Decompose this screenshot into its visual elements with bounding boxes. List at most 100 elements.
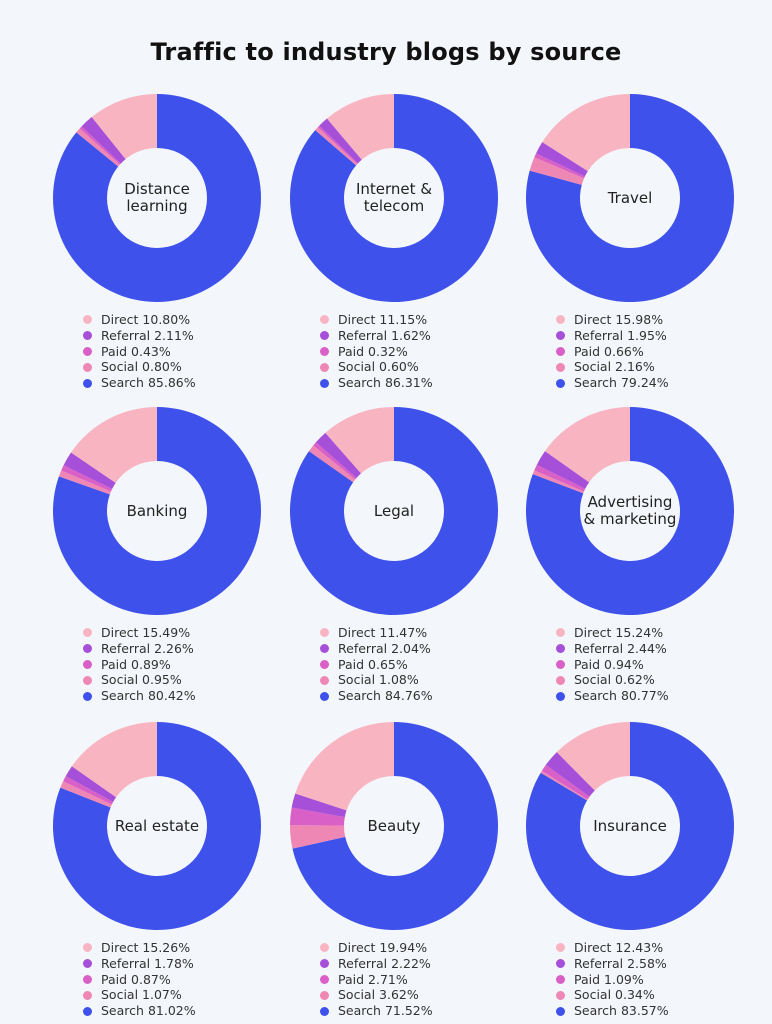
legend-value: 80.77%: [620, 688, 669, 704]
slice-search: [526, 94, 734, 302]
legend-category: Social: [574, 672, 612, 688]
legend-category: Search: [574, 375, 617, 391]
slice-social: [290, 825, 346, 849]
legend-item: Referral 1.62%: [320, 328, 512, 344]
legend-value: 0.65%: [368, 656, 408, 672]
legend-dot-icon: [83, 990, 92, 1000]
legend-dot-icon: [83, 644, 92, 654]
legend-item: Search 81.02%: [83, 1003, 275, 1019]
donut-chart: [52, 94, 262, 302]
legend-dot-icon: [83, 331, 92, 341]
legend-category: Referral: [338, 327, 388, 343]
slice-paid: [290, 807, 345, 826]
legend: Direct 11.15% Referral 1.62% Paid 0.32% Soc…: [320, 312, 512, 391]
slice-referral: [545, 752, 595, 797]
legend-category: Direct: [101, 625, 139, 640]
slice-social: [529, 157, 584, 185]
legend-category: Search: [338, 688, 381, 704]
legend-category: Search: [338, 375, 381, 391]
legend-category: Referral: [101, 955, 151, 971]
legend-value: 0.89%: [131, 656, 171, 672]
legend-category: Social: [101, 672, 139, 688]
legend-item: Social 3.62%: [320, 987, 512, 1003]
slice-referral: [536, 142, 588, 177]
legend-category: Referral: [101, 640, 151, 656]
legend-item: Direct 15.49%: [83, 625, 275, 641]
donut-chart: [526, 407, 734, 615]
legend-item: Referral 2.11%: [83, 328, 275, 344]
donut-chart: [290, 407, 498, 615]
donut-chart: [52, 722, 261, 930]
legend-category: Search: [101, 375, 144, 391]
legend-value: 2.11%: [154, 327, 194, 343]
legend-dot-icon: [556, 974, 565, 984]
legend-category: Direct: [338, 940, 376, 955]
legend-value: 81.02%: [147, 1003, 196, 1019]
slice-referral: [291, 793, 347, 818]
legend-item: Paid 0.43%: [83, 344, 275, 360]
legend-value: 11.47%: [379, 625, 428, 640]
legend-dot-icon: [556, 691, 565, 701]
legend-category: Paid: [101, 656, 128, 672]
legend-dot-icon: [556, 362, 565, 372]
legend: Direct 10.80% Referral 2.11% Paid 0.43% Soc…: [83, 312, 275, 391]
legend-value: 1.78%: [154, 955, 194, 971]
legend-value: 84.76%: [384, 688, 433, 704]
legend-dot-icon: [320, 644, 329, 654]
donut-panel: Distance learning Direct 10.80% Referral 2…: [39, 90, 275, 391]
legend-dot-icon: [320, 691, 329, 701]
legend-dot-icon: [320, 943, 329, 953]
legend-value: 0.43%: [131, 343, 171, 359]
slice-referral: [536, 451, 590, 489]
legend-item: Referral 2.58%: [556, 956, 748, 972]
legend-item: Search 80.42%: [83, 688, 275, 704]
donut-panel: Real estate Direct 15.26% Referral 1.78% Pa…: [39, 718, 275, 1019]
legend-value: 0.87%: [131, 971, 171, 987]
legend-category: Social: [338, 987, 376, 1003]
legend-value: 1.09%: [604, 971, 644, 987]
legend-category: Search: [338, 1003, 381, 1019]
slice-referral: [65, 766, 117, 803]
legend-value: 15.49%: [142, 625, 191, 640]
legend-dot-icon: [556, 990, 565, 1000]
legend-item: Search 80.77%: [556, 688, 748, 704]
legend-dot-icon: [556, 943, 565, 953]
slice-social: [60, 781, 112, 808]
slice-paid: [61, 465, 113, 492]
legend-item: Paid 1.09%: [556, 972, 748, 988]
legend-dot-icon: [83, 659, 92, 669]
legend-item: Social 1.08%: [320, 672, 512, 688]
donut-panel: Advertising & marketing Direct 15.24% Refe…: [512, 403, 748, 704]
legend-dot-icon: [83, 974, 92, 984]
legend-category: Search: [574, 688, 617, 704]
legend-category: Paid: [101, 343, 128, 359]
legend-value: 71.52%: [384, 1003, 433, 1019]
legend-value: 2.44%: [627, 640, 667, 656]
legend-value: 85.86%: [147, 375, 196, 391]
legend-category: Referral: [338, 955, 388, 971]
legend-dot-icon: [320, 315, 329, 325]
legend-category: Referral: [574, 955, 624, 971]
slice-social: [540, 770, 588, 801]
legend-item: Referral 2.04%: [320, 641, 512, 657]
legend-item: Direct 15.24%: [556, 625, 748, 641]
legend-value: 2.71%: [368, 971, 408, 987]
legend-item: Referral 2.22%: [320, 956, 512, 972]
legend-item: Social 2.16%: [556, 359, 748, 375]
legend-item: Paid 0.89%: [83, 657, 275, 673]
legend-item: Social 1.07%: [83, 987, 275, 1003]
legend-value: 3.62%: [379, 987, 419, 1003]
slice-search: [52, 407, 261, 615]
legend-item: Social 0.60%: [320, 359, 512, 375]
legend-category: Direct: [574, 312, 612, 327]
legend-item: Paid 2.71%: [320, 972, 512, 988]
donut-panel: Banking Direct 15.49% Referral 2.26% Paid 0…: [39, 403, 275, 704]
legend-value: 2.26%: [154, 640, 194, 656]
slice-search: [52, 94, 262, 302]
legend-category: Direct: [338, 625, 376, 640]
legend-item: Paid 0.94%: [556, 657, 748, 673]
legend-value: 0.32%: [368, 343, 408, 359]
slice-search: [290, 407, 498, 615]
legend-value: 0.66%: [604, 343, 644, 359]
legend-value: 86.31%: [384, 375, 433, 391]
